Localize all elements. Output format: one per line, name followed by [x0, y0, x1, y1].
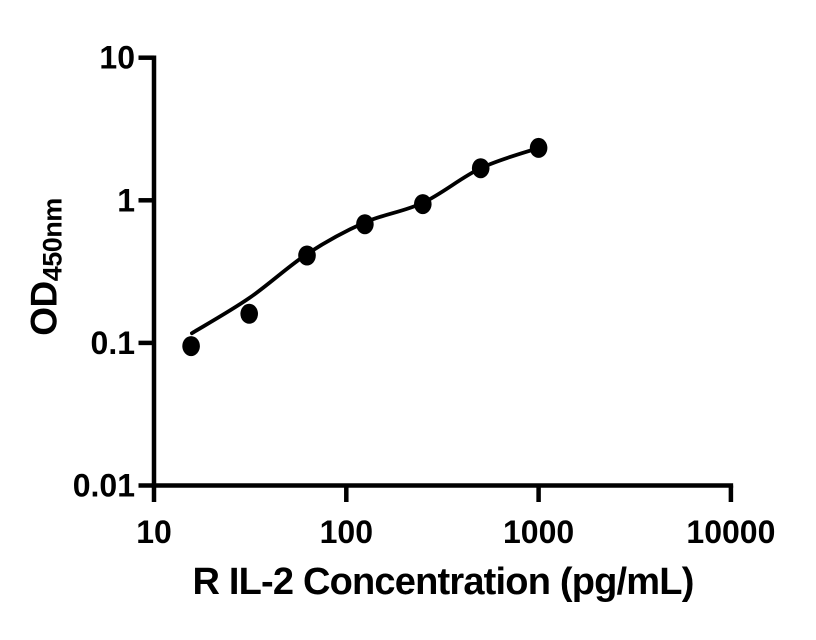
y-tick-label: 0.1 [91, 325, 135, 361]
data-point [298, 245, 316, 266]
data-point [182, 336, 200, 357]
data-point [529, 137, 548, 158]
data-point [471, 158, 490, 179]
fit-curve [190, 146, 541, 336]
data-point [414, 194, 432, 215]
y-axis-title-main: OD [23, 281, 65, 336]
y-axis-title-subscript: 450nm [37, 198, 68, 282]
y-axis-title: OD450nm [23, 198, 68, 336]
x-tick-label: 10000 [686, 514, 775, 550]
data-point [240, 303, 258, 324]
y-tick-label: 0.01 [73, 468, 135, 504]
y-tick-label: 1 [117, 182, 135, 218]
x-axis-title: R IL-2 Concentration (pg/mL) [192, 561, 694, 603]
x-tick-label: 1000 [503, 514, 574, 550]
y-tick-label: 10 [99, 40, 135, 76]
data-point [356, 214, 374, 235]
x-tick-label: 10 [136, 514, 172, 550]
x-tick-label: 100 [320, 514, 373, 550]
